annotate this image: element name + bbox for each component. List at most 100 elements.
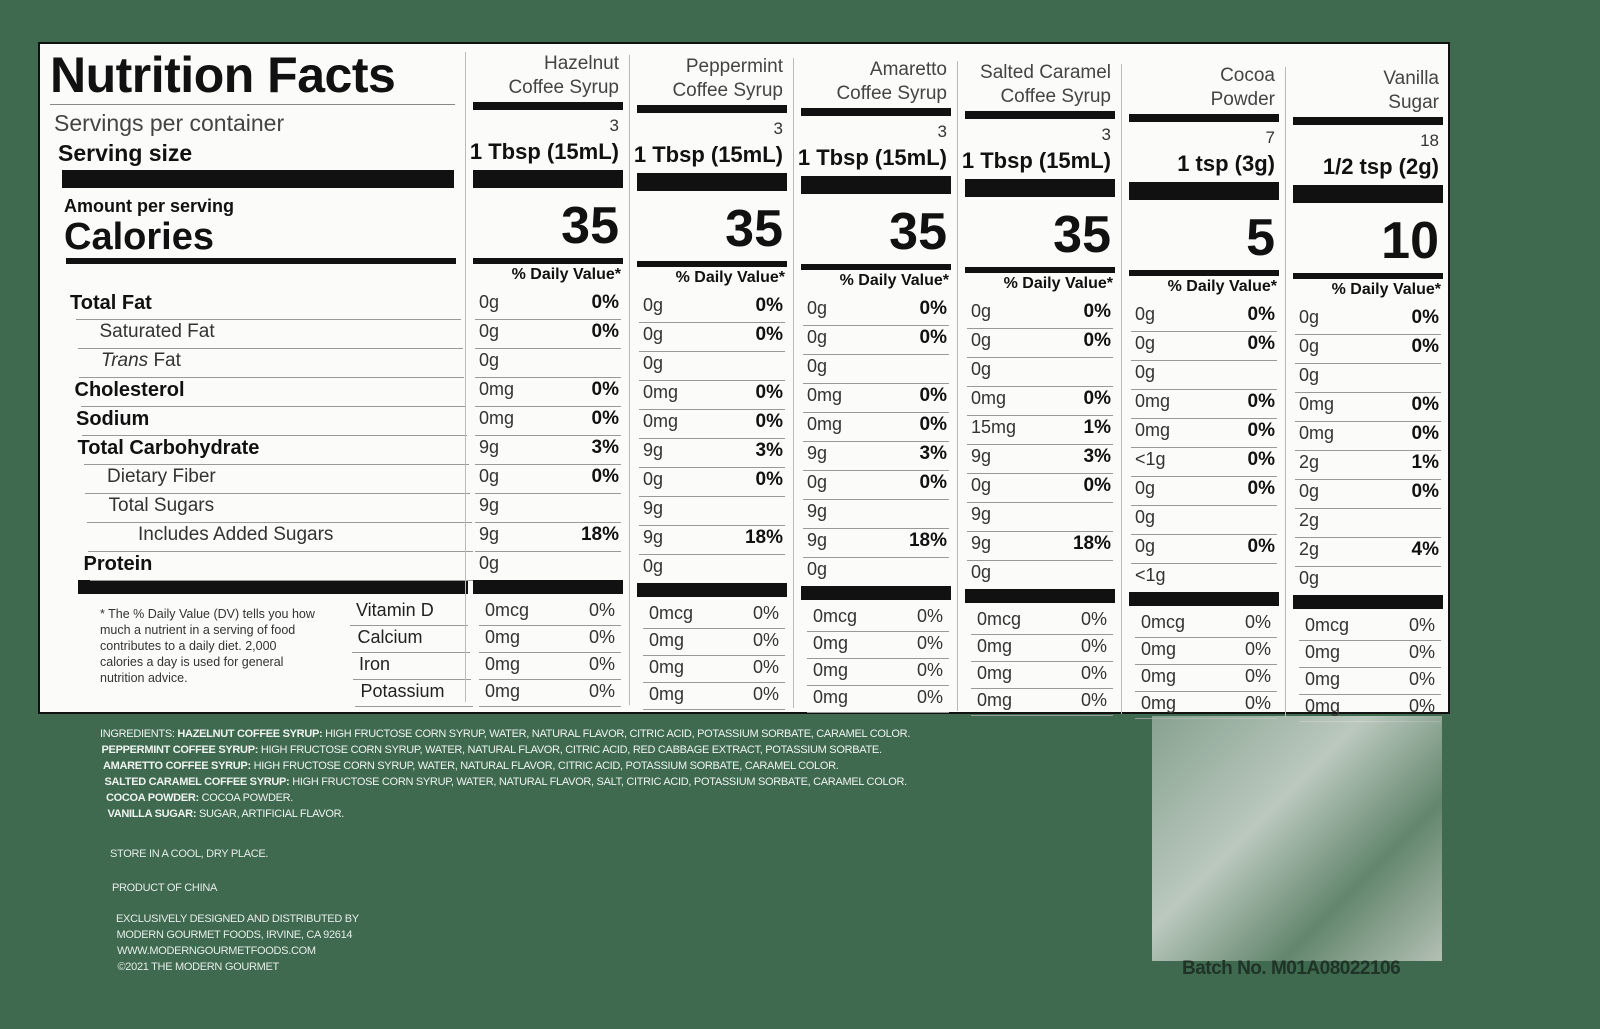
daily-value: 0% <box>1083 388 1111 409</box>
servings-label: Servings per container <box>54 110 285 136</box>
nutrient-amount: 0g <box>643 556 664 576</box>
nutrient-amount: 0g <box>1299 481 1320 501</box>
daily-value: 18% <box>580 524 619 545</box>
nutrient-amount: 9g <box>971 504 992 524</box>
nutrient-amount: 9g <box>971 533 992 553</box>
nutrient-amount: 0mg <box>643 382 679 402</box>
vitamin-amount: 0mcg <box>813 606 858 626</box>
vitamin-amount: 0mcg <box>485 600 530 620</box>
dv-header: % Daily Value* <box>511 266 621 283</box>
vitamin-dv: 0% <box>1408 642 1435 662</box>
dv-header: % Daily Value* <box>839 272 949 289</box>
nutrient-name-text: Includes Added Sugars <box>138 524 334 545</box>
nutrient-amount: 0g <box>807 298 828 318</box>
nutrient-name-text: Total Carbohydrate <box>77 437 260 459</box>
row-rule <box>971 688 1113 689</box>
row-rule <box>1135 664 1277 665</box>
column-divider <box>793 58 794 708</box>
vitamin-amount: 0mcg <box>649 603 694 623</box>
nutrient-amount: 0g <box>643 295 664 315</box>
row-rule <box>967 531 1113 532</box>
row-rule <box>971 661 1113 662</box>
column-bar <box>1293 117 1443 125</box>
product-name-line: Coffee Syrup <box>1000 86 1111 107</box>
daily-value: 0% <box>755 382 783 403</box>
ingredient-name: COCOA POWDER: <box>106 792 199 804</box>
ingredient-line: COCOA POWDER: COCOA POWDER. <box>106 792 293 804</box>
row-rule <box>1299 667 1441 668</box>
daily-value: 3% <box>591 437 619 458</box>
vitamin-dv: 0% <box>1244 612 1271 632</box>
daily-value: 0% <box>1247 391 1275 412</box>
nutrient-amount: 9g <box>971 446 992 466</box>
row-rule <box>807 712 949 713</box>
daily-value: 1% <box>1083 417 1111 438</box>
calories: 35 <box>1053 206 1111 264</box>
ingredient-line: AMARETTO COFFEE SYRUP: HIGH FRUCTOSE COR… <box>103 760 839 772</box>
column-divider <box>957 61 958 711</box>
nutrient-amount: 9g <box>807 530 828 550</box>
nutrient-name: Total Carbohydrate <box>78 437 260 460</box>
product-name-line: Coffee Syrup <box>836 83 947 104</box>
ingredient-text: HIGH FRUCTOSE CORN SYRUP, WATER, NATURAL… <box>260 744 882 756</box>
thick-bar <box>1293 185 1443 203</box>
nutrient-amount: 0g <box>1299 307 1320 327</box>
vitamin-amount: 0mg <box>485 627 521 647</box>
ingredient-name: SALTED CARAMEL COFFEE SYRUP: <box>104 776 290 788</box>
ingredient-text: SUGAR, ARTIFICIAL FLAVOR. <box>198 808 345 820</box>
row-rule <box>89 580 475 581</box>
daily-value: 18% <box>1072 533 1111 554</box>
vitamin-amount: 0mg <box>485 681 521 701</box>
nutrient-name-text: Protein <box>83 553 153 575</box>
dv-header: % Daily Value* <box>1003 275 1113 292</box>
distributor-line: ©2021 THE MODERN GOURMET <box>117 961 280 973</box>
servings: 7 <box>1265 128 1275 147</box>
calories-label: Calories <box>64 216 214 258</box>
nutrient-name: Dietary Fiber <box>107 466 216 488</box>
row-rule <box>803 354 949 355</box>
product-name-line: Coffee Syrup <box>508 77 619 98</box>
nutrient-amount: 0g <box>807 559 828 579</box>
row-rule <box>1131 389 1277 390</box>
ingredient-name: HAZELNUT COFFEE SYRUP: <box>177 728 323 740</box>
thick-bar <box>78 580 468 594</box>
row-rule <box>803 383 949 384</box>
row-rule <box>1131 563 1277 564</box>
nutrient-amount: 0mg <box>479 408 515 428</box>
servings: 3 <box>937 122 947 141</box>
vitamin-name: Vitamin D <box>356 600 434 620</box>
row-rule <box>1299 694 1441 695</box>
row-rule <box>643 628 785 629</box>
nutrient-amount: 0mg <box>643 411 679 431</box>
daily-value: 18% <box>908 530 947 551</box>
row-rule <box>1131 418 1277 419</box>
product-column: Cocoa Powder 7 1 tsp (3g) 5 % Daily Value* 0g 0… <box>1121 56 1285 724</box>
nutrient-amount: 2g <box>1299 452 1320 472</box>
row-rule <box>803 441 949 442</box>
nutrient-amount: 0g <box>643 353 664 373</box>
row-rule <box>1295 450 1441 451</box>
product-name-line: Peppermint <box>685 56 783 77</box>
product-column: Vanilla Sugar 18 1/2 tsp (2g) 10 % Daily Valu… <box>1285 59 1449 727</box>
row-rule <box>479 679 621 680</box>
batch-number: Batch No. M01A08022106 <box>1182 958 1401 979</box>
nutrition-label: Nutrition Facts Servings per container S… <box>38 42 1450 722</box>
vitamin-dv: 0% <box>752 630 779 650</box>
nutrient-amount: 0mg <box>807 385 843 405</box>
nutrient-amount: 0g <box>971 359 992 379</box>
row-rule <box>79 377 464 378</box>
product-name-line: Coffee Syrup <box>672 80 783 101</box>
nutrient-amount: 0g <box>1135 536 1156 556</box>
product-name-line: Amaretto <box>869 59 947 80</box>
nutrient-amount: 0mg <box>1299 423 1335 443</box>
nutrient-amount: 9g <box>479 524 500 544</box>
row-rule <box>803 557 949 558</box>
product-column: Amaretto Coffee Syrup 3 1 Tbsp (15mL) 35 % Da… <box>793 50 957 718</box>
product-column: Peppermint Coffee Syrup 3 1 Tbsp (15mL) 35 % … <box>629 47 793 715</box>
row-rule <box>807 685 949 686</box>
row-rule <box>479 625 621 626</box>
nutrient-name-italic: Trans <box>101 350 149 371</box>
product-name: Salted Caramel Coffee Syrup <box>980 61 1111 109</box>
nutrient-amount: 0g <box>643 469 664 489</box>
vitamin-dv: 0% <box>1244 666 1271 686</box>
